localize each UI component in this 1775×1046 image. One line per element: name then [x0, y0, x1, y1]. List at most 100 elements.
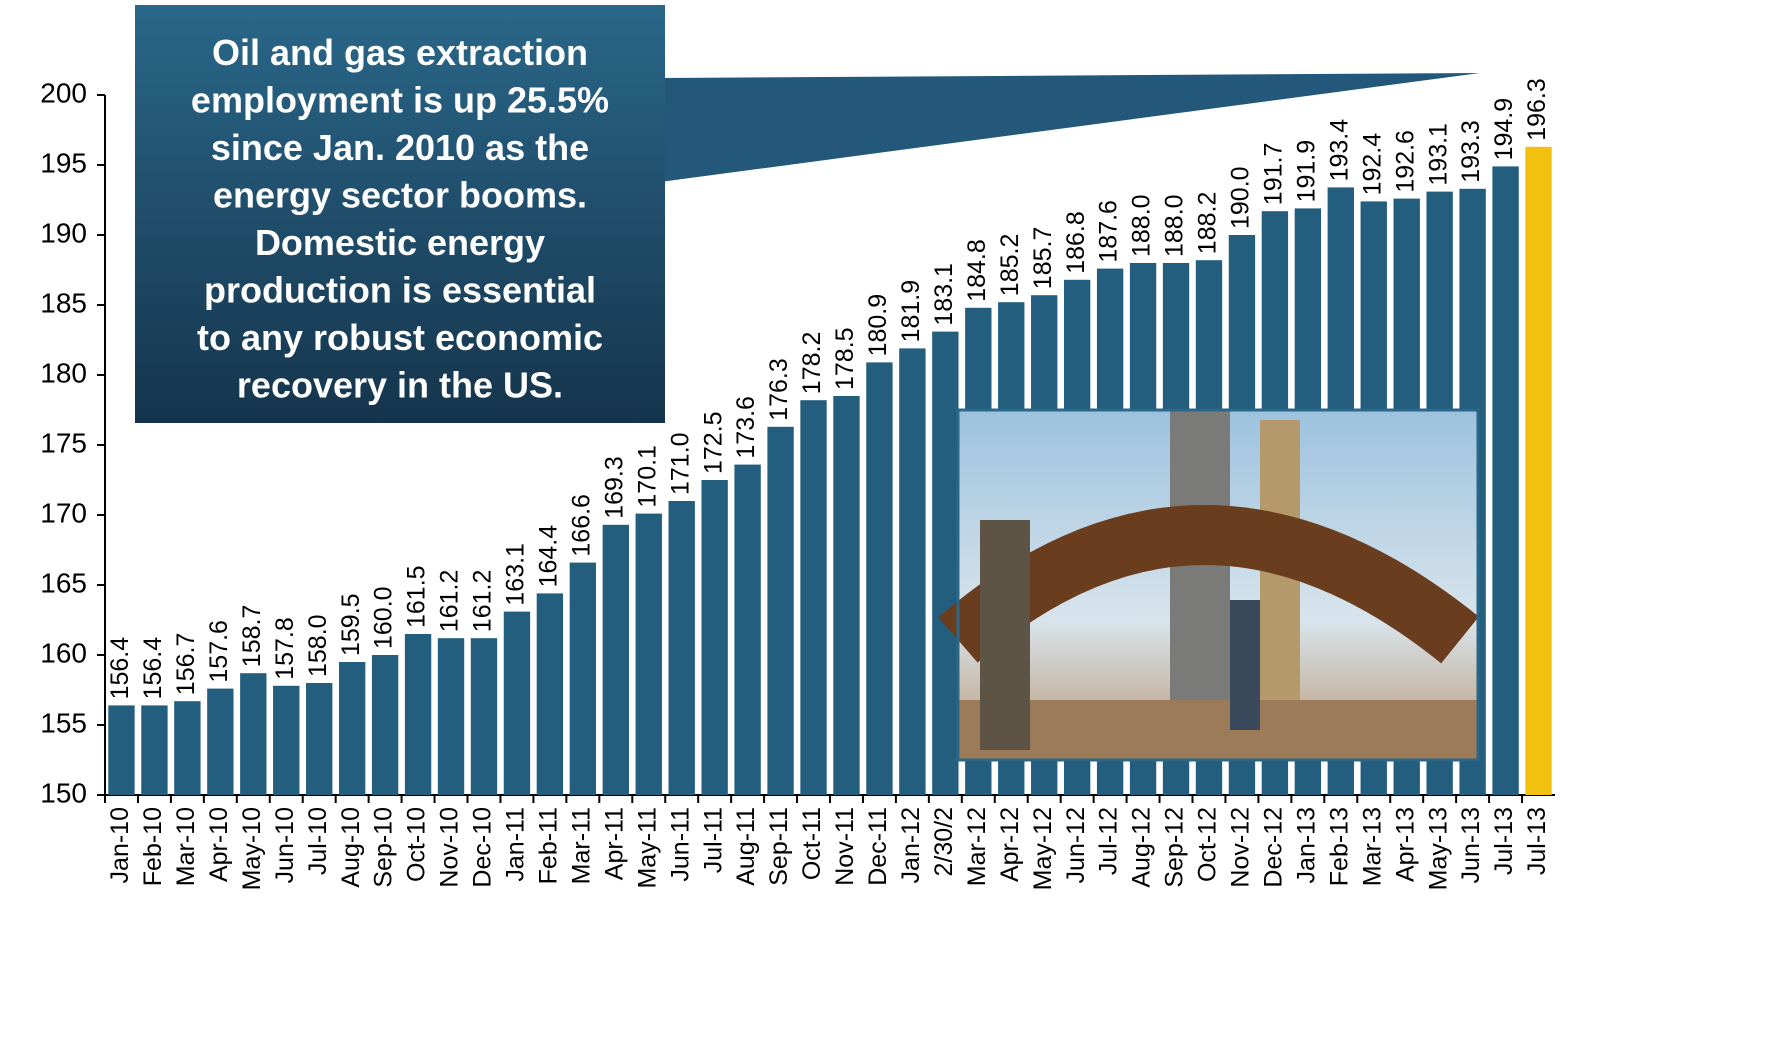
x-tick-label: Dec-12	[1259, 807, 1287, 888]
value-label: 191.7	[1259, 143, 1287, 206]
annotation-line: to any robust economic	[197, 317, 603, 358]
value-label: 193.1	[1424, 123, 1452, 186]
value-label: 188.0	[1161, 194, 1189, 257]
x-tick-label: Aug-11	[732, 807, 760, 886]
value-label: 193.3	[1457, 120, 1485, 183]
bar	[866, 362, 893, 795]
value-label: 171.0	[666, 432, 694, 495]
value-label: 157.8	[271, 617, 299, 680]
bar	[536, 593, 564, 795]
value-label: 184.8	[963, 239, 991, 302]
value-label: 166.6	[567, 494, 595, 557]
annotation-line: Domestic energy	[255, 222, 545, 263]
value-label: 178.5	[831, 327, 859, 390]
x-tick-label: Sep-10	[370, 807, 398, 888]
y-tick-label: 180	[40, 357, 87, 388]
x-tick-label: Jan-10	[106, 807, 134, 883]
value-label: 176.3	[765, 358, 793, 421]
x-tick-label: May-12	[1029, 807, 1057, 890]
value-label: 185.7	[1029, 227, 1057, 290]
y-tick-label: 200	[40, 77, 87, 108]
value-label: 178.2	[798, 332, 826, 395]
value-label: 156.4	[139, 637, 167, 700]
bar	[207, 688, 234, 795]
value-label: 158.0	[304, 614, 332, 677]
x-tick-label: Jul-13	[1490, 807, 1518, 875]
bar	[602, 524, 629, 795]
annotation-line: employment is up 25.5%	[191, 80, 609, 121]
x-tick-label: Mar-10	[172, 807, 200, 886]
bar	[569, 562, 597, 795]
x-tick-label: Apr-10	[205, 807, 233, 882]
y-tick-label: 160	[40, 637, 87, 668]
bar	[1492, 166, 1519, 795]
bar	[273, 685, 300, 795]
x-tick-label: Dec-11	[864, 807, 892, 886]
value-label: 183.1	[930, 263, 958, 326]
bar	[338, 662, 366, 795]
value-label: 159.5	[337, 593, 365, 656]
y-tick-label: 150	[40, 777, 87, 808]
x-tick-label: Jun-10	[271, 807, 299, 883]
value-label: 192.6	[1391, 130, 1419, 193]
y-tick-label: 155	[40, 707, 87, 738]
bar	[668, 501, 695, 795]
bar	[306, 683, 333, 795]
x-tick-label: Apr-12	[996, 807, 1024, 882]
annotation-line: Oil and gas extraction	[212, 32, 588, 73]
x-tick-label: Oct-11	[798, 807, 826, 880]
x-tick-label: Nov-12	[1227, 807, 1255, 888]
value-label: 192.4	[1358, 133, 1386, 196]
value-label: 186.8	[1062, 211, 1090, 274]
value-label: 194.9	[1490, 98, 1518, 161]
value-label: 161.2	[469, 570, 497, 633]
x-tick-label: Jul-12	[1095, 807, 1123, 875]
value-label: 173.6	[732, 396, 760, 459]
bar	[141, 705, 168, 795]
x-tick-label: Jun-11	[666, 807, 694, 882]
bar	[833, 396, 860, 795]
x-tick-label: Jun-13	[1457, 807, 1485, 883]
value-label: 161.2	[436, 570, 464, 633]
value-label: 156.7	[172, 633, 200, 696]
x-tick-label: Aug-10	[337, 807, 365, 888]
value-label: 172.5	[699, 411, 727, 474]
y-tick-label: 190	[40, 217, 87, 248]
x-tick-label: Apr-13	[1391, 807, 1419, 882]
value-label: 191.9	[1292, 140, 1320, 203]
x-tick-label: Jan-13	[1292, 807, 1320, 883]
bar	[371, 655, 399, 795]
x-tick-label: Jul-13	[1523, 807, 1551, 875]
x-tick-label: Mar-11	[567, 807, 595, 884]
bar	[470, 638, 498, 795]
bar	[1525, 146, 1552, 796]
x-tick-label: Feb-13	[1325, 807, 1353, 886]
x-tick-label: May-10	[238, 807, 266, 890]
value-label: 190.0	[1227, 166, 1255, 229]
x-tick-label: Jan-11	[502, 807, 530, 882]
value-label: 164.4	[534, 525, 562, 588]
x-tick-label: Feb-10	[139, 807, 167, 886]
bar	[108, 705, 135, 795]
callout: Oil and gas extraction employment is up 2…	[135, 5, 1480, 423]
x-tick-label: Nov-10	[436, 807, 464, 888]
value-label: 193.4	[1325, 119, 1353, 182]
x-tick-label: 2/30/2	[930, 807, 958, 877]
value-label: 160.0	[370, 586, 398, 649]
annotation-line: energy sector booms.	[213, 175, 587, 216]
value-label: 157.6	[205, 620, 233, 683]
bar	[932, 331, 959, 795]
x-tick-label: Nov-11	[831, 807, 859, 886]
y-tick-label: 165	[40, 567, 87, 598]
x-tick-label: Jun-12	[1062, 807, 1090, 883]
bar	[437, 638, 465, 795]
x-tick-label: Mar-13	[1358, 807, 1386, 886]
x-tick-label: Jul-11	[699, 807, 727, 873]
value-label: 156.4	[106, 637, 134, 700]
x-tick-label: Apr-11	[600, 807, 628, 880]
y-tick-label: 185	[40, 287, 87, 318]
bar	[174, 701, 201, 795]
value-label: 169.3	[600, 456, 628, 519]
value-label: 187.6	[1095, 200, 1123, 263]
